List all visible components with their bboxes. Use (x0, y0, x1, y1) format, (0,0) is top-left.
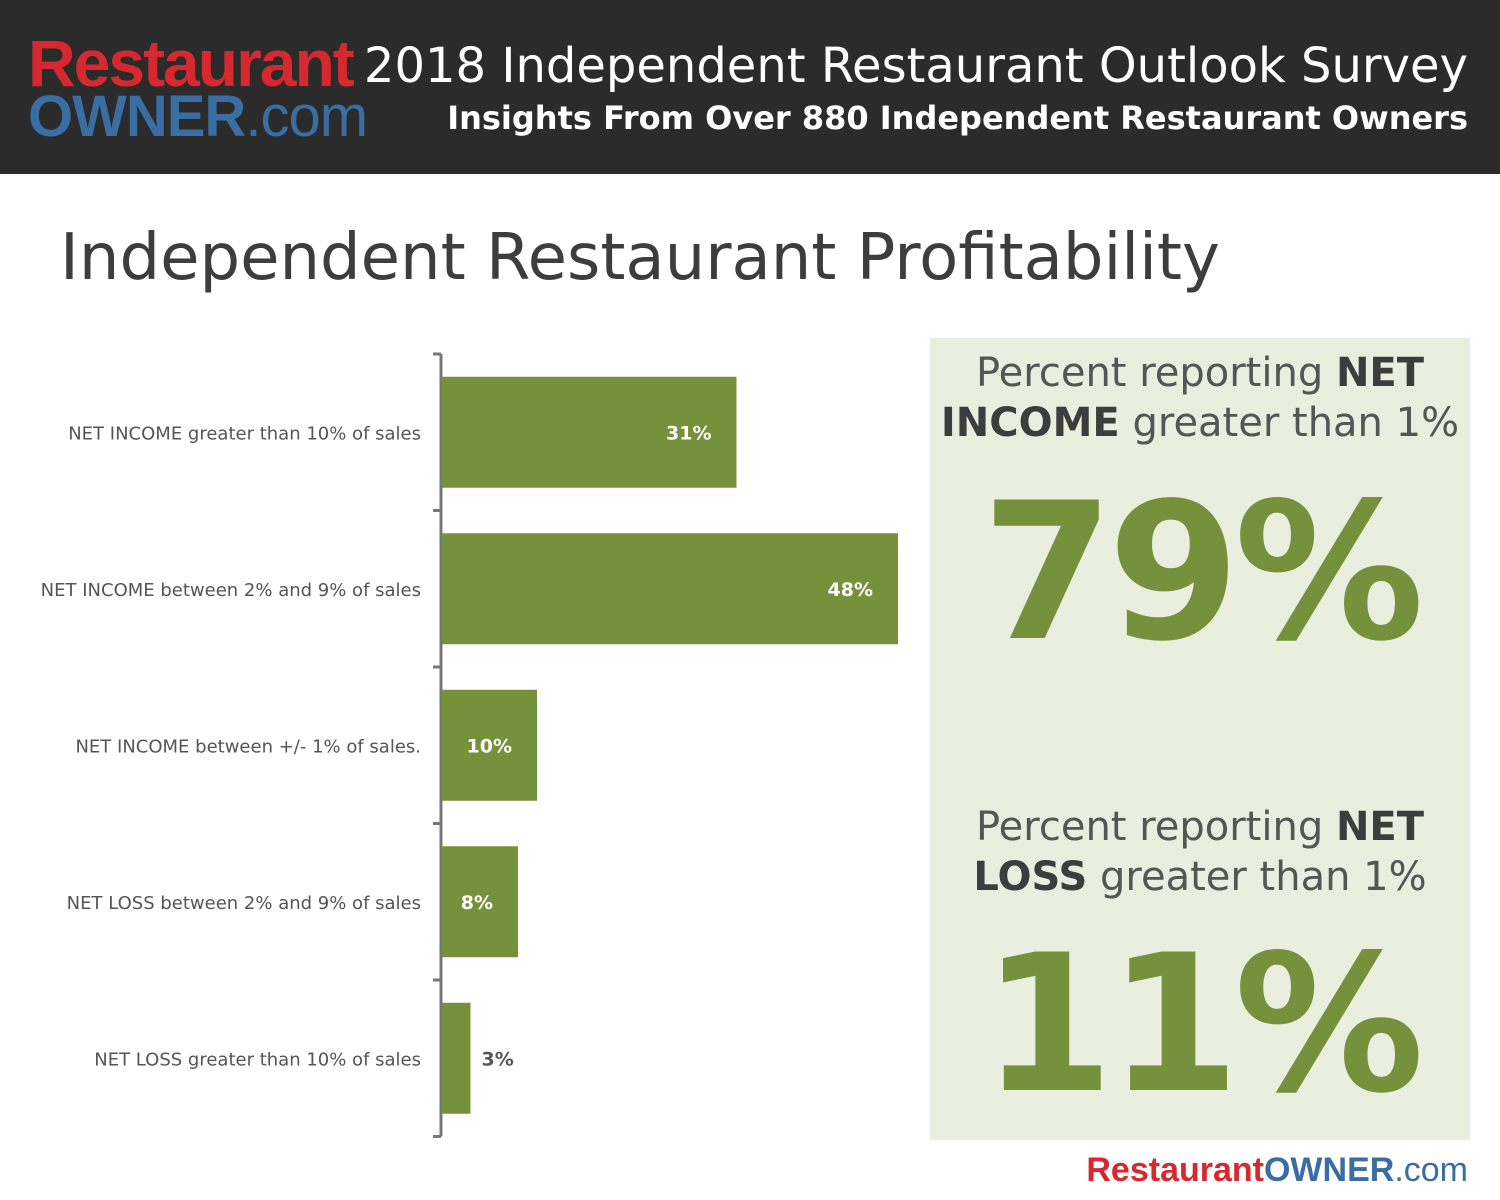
header-banner: Restaurant OWNER.com 2018 Independent Re… (0, 0, 1500, 174)
category-label: NET LOSS greater than 10% of sales (94, 1049, 421, 1070)
income-callout-label: Percent reporting NET INCOME greater than… (930, 348, 1470, 448)
footer-logo: RestaurantOWNER.com (1086, 1150, 1468, 1190)
loss-callout-label: Percent reporting NET LOSS greater than 1… (930, 802, 1470, 902)
category-label: NET LOSS between 2% and 9% of sales (67, 893, 421, 914)
income-callout-prefix: Percent reporting (975, 350, 1336, 396)
logo-owner-strong: OWNER (28, 84, 246, 149)
survey-title: 2018 Independent Restaurant Outlook Surv… (363, 38, 1468, 94)
bar (442, 846, 518, 958)
income-callout-strong-1: NET (1335, 350, 1425, 396)
page-title: Independent Restaurant Profitability (60, 221, 1220, 295)
category-label: NET INCOME between +/- 1% of sales. (75, 736, 421, 757)
logo-owner-suffix: .com (245, 84, 368, 149)
footer-logo-suffix: .com (1394, 1151, 1468, 1189)
loss-callout-suffix: greater than 1% (1087, 854, 1427, 900)
loss-callout-strong-1: NET (1335, 804, 1425, 850)
data-label: 3% (482, 1048, 514, 1070)
loss-callout-prefix: Percent reporting (975, 804, 1336, 850)
profitability-bar-chart: NET INCOME greater than 10% of sales 31% N… (41, 352, 898, 1138)
income-callout-suffix: greater than 1% (1119, 400, 1460, 446)
summary-panel: Percent reporting NET INCOME greater than… (930, 338, 1470, 1140)
income-callout-value: 79% (981, 462, 1425, 683)
loss-callout-value: 11% (981, 914, 1425, 1135)
data-label: 10% (467, 735, 512, 757)
footer-logo-restaurant: Restaurant (1086, 1151, 1264, 1189)
footer-logo-owner: OWNER (1263, 1151, 1395, 1189)
bar (442, 689, 537, 801)
data-label: 8% (461, 892, 493, 914)
data-label: 31% (666, 422, 711, 444)
data-label: 48% (828, 579, 873, 601)
bar (442, 376, 737, 488)
income-callout-strong-2: INCOME (940, 400, 1120, 446)
logo-owner: OWNER.com (28, 88, 368, 146)
survey-subtitle: Insights From Over 880 Independent Resta… (447, 99, 1468, 137)
loss-callout-strong-2: LOSS (973, 854, 1088, 900)
logo-restaurant: Restaurant (28, 26, 355, 100)
bar (442, 533, 898, 645)
category-label: NET INCOME greater than 10% of sales (68, 423, 421, 444)
bar (442, 1002, 471, 1114)
category-label: NET INCOME between 2% and 9% of sales (41, 580, 421, 601)
